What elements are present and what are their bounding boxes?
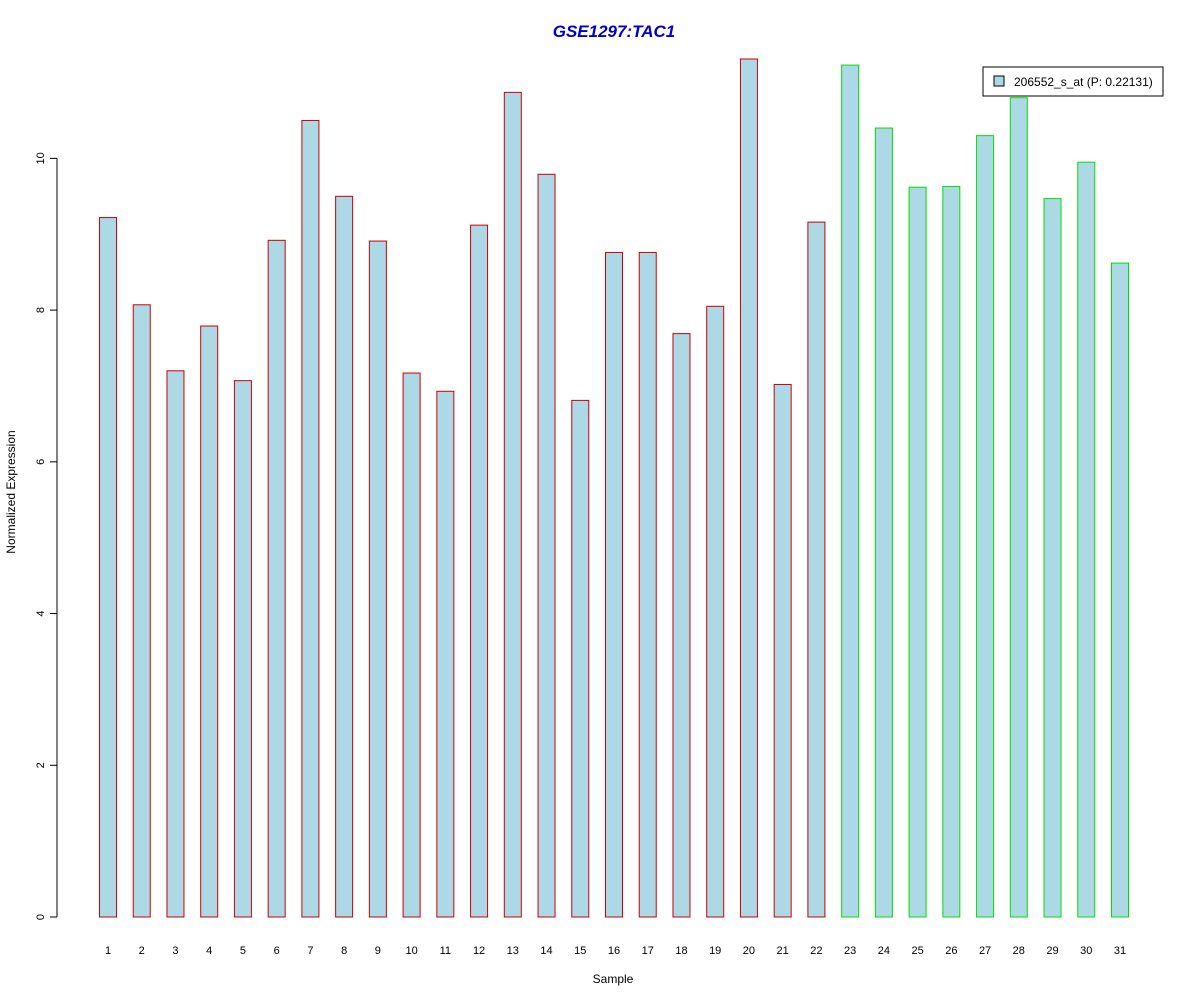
y-axis: 0 2 4 6 8 10 — [35, 152, 58, 920]
x-tick-label: 18 — [675, 945, 687, 957]
x-tick-label: 13 — [507, 945, 519, 957]
x-tick-label: 15 — [574, 945, 586, 957]
bar-sample-14 — [537, 173, 556, 918]
x-tick-label: 10 — [405, 945, 417, 957]
bar-sample-2 — [132, 304, 151, 918]
x-tick-label: 9 — [375, 945, 381, 957]
x-tick-labels: 1 2 3 4 5 6 7 8 9 10 11 12 13 14 15 16 17 18 19 20 21 22 23 24 2… — [105, 945, 1126, 957]
x-tick-label: 19 — [709, 945, 721, 957]
legend-label: 206552_s_at (P: 0.22131) — [1014, 75, 1153, 89]
bar-sample-25 — [908, 186, 927, 918]
bar-sample-4 — [200, 325, 219, 918]
x-tick-label: 4 — [206, 945, 212, 957]
x-tick-label: 2 — [139, 945, 145, 957]
bar-sample-18 — [672, 333, 691, 918]
x-tick-label: 26 — [945, 945, 957, 957]
x-tick-label: 7 — [307, 945, 313, 957]
bar-sample-12 — [470, 224, 489, 918]
bar-sample-22 — [807, 221, 826, 918]
x-tick-label: 1 — [105, 945, 111, 957]
legend-box — [982, 66, 1164, 97]
bar-sample-15 — [571, 399, 590, 918]
bar-sample-9 — [368, 240, 387, 918]
x-tick-label: 27 — [979, 945, 991, 957]
x-tick-label: 20 — [743, 945, 755, 957]
y-tick-label: 10 — [35, 152, 47, 164]
bars — [99, 58, 1129, 918]
bar-sample-17 — [638, 251, 657, 918]
x-tick-label: 28 — [1013, 945, 1025, 957]
bar-sample-1 — [99, 217, 117, 918]
x-tick-label: 3 — [172, 945, 178, 957]
y-axis-label: Normalized Expression — [4, 430, 18, 553]
x-tick-label: 23 — [844, 945, 856, 957]
x-tick-label: 29 — [1046, 945, 1058, 957]
x-tick-label: 25 — [911, 945, 923, 957]
x-tick-label: 22 — [810, 945, 822, 957]
x-tick-label: 16 — [608, 945, 620, 957]
bar-sample-7 — [301, 119, 320, 918]
x-tick-label: 21 — [777, 945, 789, 957]
bar-sample-30 — [1077, 161, 1096, 918]
bar-sample-6 — [267, 239, 286, 918]
x-tick-label: 31 — [1114, 945, 1126, 957]
chart-title: GSE1297:TAC1 — [553, 22, 676, 41]
y-tick-label: 8 — [35, 307, 47, 313]
bar-sample-19 — [706, 305, 725, 918]
bar-sample-28 — [1009, 97, 1028, 918]
bar-sample-5 — [233, 380, 252, 918]
bar-sample-20 — [739, 58, 758, 918]
bar-sample-29 — [1043, 198, 1062, 918]
bar-sample-8 — [335, 195, 354, 918]
y-tick-label: 0 — [35, 914, 47, 920]
bar-sample-24 — [874, 127, 893, 918]
x-tick-label: 12 — [473, 945, 485, 957]
bar-sample-3 — [166, 370, 185, 918]
x-tick-label: 24 — [878, 945, 890, 957]
bar-sample-13 — [503, 91, 522, 918]
x-tick-label: 17 — [642, 945, 654, 957]
x-axis-label: Sample — [593, 972, 634, 986]
x-tick-label: 6 — [274, 945, 280, 957]
bar-sample-10 — [402, 372, 421, 918]
bar-sample-31 — [1111, 262, 1129, 918]
y-tick-label: 6 — [35, 459, 47, 465]
y-tick-label: 4 — [35, 610, 47, 616]
bar-sample-21 — [773, 383, 792, 918]
bar-sample-27 — [976, 135, 995, 918]
x-tick-label: 14 — [540, 945, 552, 957]
y-tick-label: 2 — [35, 762, 47, 768]
x-tick-label: 11 — [440, 945, 451, 957]
bar-sample-16 — [605, 251, 623, 918]
legend-swatch — [993, 75, 1005, 87]
bar-sample-11 — [436, 390, 455, 918]
x-tick-label: 5 — [240, 945, 246, 957]
x-tick-label: 30 — [1080, 945, 1092, 957]
x-tick-label: 8 — [341, 945, 347, 957]
bar-sample-23 — [841, 64, 860, 918]
bar-sample-26 — [942, 185, 961, 918]
legend: 206552_s_at (P: 0.22131) — [982, 66, 1164, 97]
